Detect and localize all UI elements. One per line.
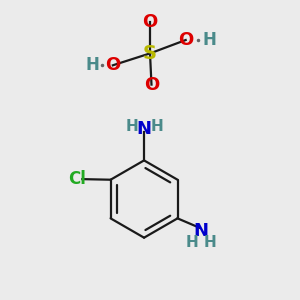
Text: H: H: [204, 235, 217, 250]
Text: H: H: [85, 56, 99, 74]
Text: O: O: [105, 56, 121, 74]
Text: S: S: [143, 44, 157, 63]
Text: O: O: [144, 76, 159, 94]
Text: H: H: [202, 31, 216, 49]
Text: O: O: [178, 31, 193, 49]
Text: H: H: [186, 235, 199, 250]
Text: O: O: [142, 13, 158, 31]
Text: N: N: [194, 222, 209, 240]
Text: H: H: [150, 119, 163, 134]
Text: H: H: [125, 119, 138, 134]
Text: N: N: [136, 120, 152, 138]
Text: Cl: Cl: [68, 170, 86, 188]
